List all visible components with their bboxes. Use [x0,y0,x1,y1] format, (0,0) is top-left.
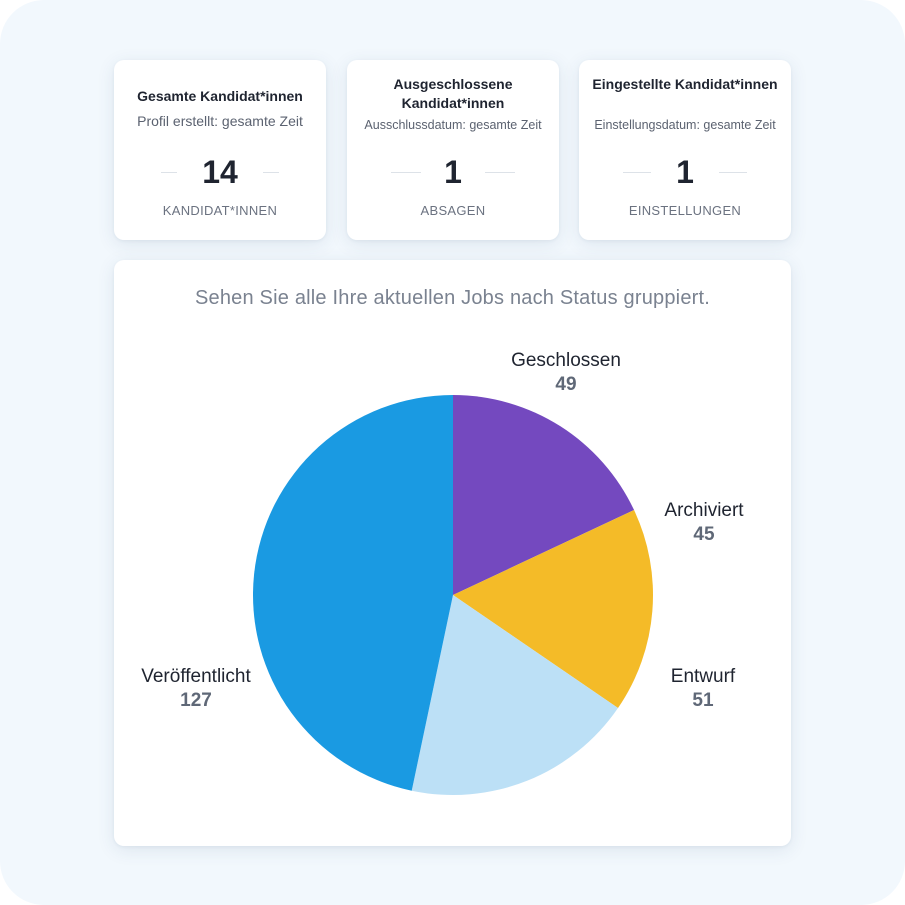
stat-value: 1 [676,154,694,190]
stat-subtitle: Einstellungsdatum: gesamte Zeit [594,118,776,132]
stat-title: Ausgeschlossene Kandidat*innen [393,76,513,111]
slice-value: 45 [693,524,715,545]
stat-value-row: 1 [347,152,559,192]
pie-slice-veröffentlicht[interactable] [253,395,453,791]
slice-label: Archiviert [664,500,744,521]
stat-value-row: 14 [114,152,326,192]
slice-label: Entwurf [671,666,736,687]
pie-slice-entwurf[interactable] [411,595,618,795]
stat-card-rejected-candidates: Ausgeschlossene Kandidat*innen Ausschlus… [347,60,559,240]
chart-title: Sehen Sie alle Ihre aktuellen Jobs nach … [194,287,711,309]
pie-slice-archiviert[interactable] [453,510,653,709]
stat-unit: ABSAGEN [420,203,486,218]
stat-unit: EINSTELLUNGEN [628,203,742,218]
slice-value: 49 [555,374,576,395]
stat-subtitle: Ausschlussdatum: gesamte Zeit [364,118,542,132]
stat-card-total-candidates: Gesamte Kandidat*innen Profil erstellt: … [114,60,326,240]
stat-subtitle: Profil erstellt: gesamte Zeit [137,113,303,129]
jobs-status-chart-card: Sehen Sie alle Ihre aktuellen Jobs nach … [114,260,791,846]
stat-value: 1 [444,154,462,190]
stat-title: Gesamte Kandidat*innen [137,88,303,104]
pie-slice-geschlossen[interactable] [453,395,635,595]
stat-value-row: 1 [579,152,791,192]
pie-chart: Geschlossen 49 Archiviert 45 Entwurf 51 Veröff… [141,350,744,795]
stat-card-hired-candidates: Eingestellte Kandidat*innen Einstellungs… [579,60,791,240]
slice-label: Veröffentlicht [141,666,251,687]
divider-left [623,172,651,173]
stat-title: Eingestellte Kandidat*innen [592,76,778,92]
slice-label: Geschlossen [511,350,621,371]
divider-right [719,172,747,173]
divider-right [263,172,279,173]
divider-left [391,172,421,173]
slice-value: 51 [692,690,714,711]
divider-left [161,172,177,173]
stat-value: 14 [202,154,238,190]
divider-right [485,172,515,173]
slice-value: 127 [180,690,212,711]
stat-unit: KANDIDAT*INNEN [162,203,278,218]
